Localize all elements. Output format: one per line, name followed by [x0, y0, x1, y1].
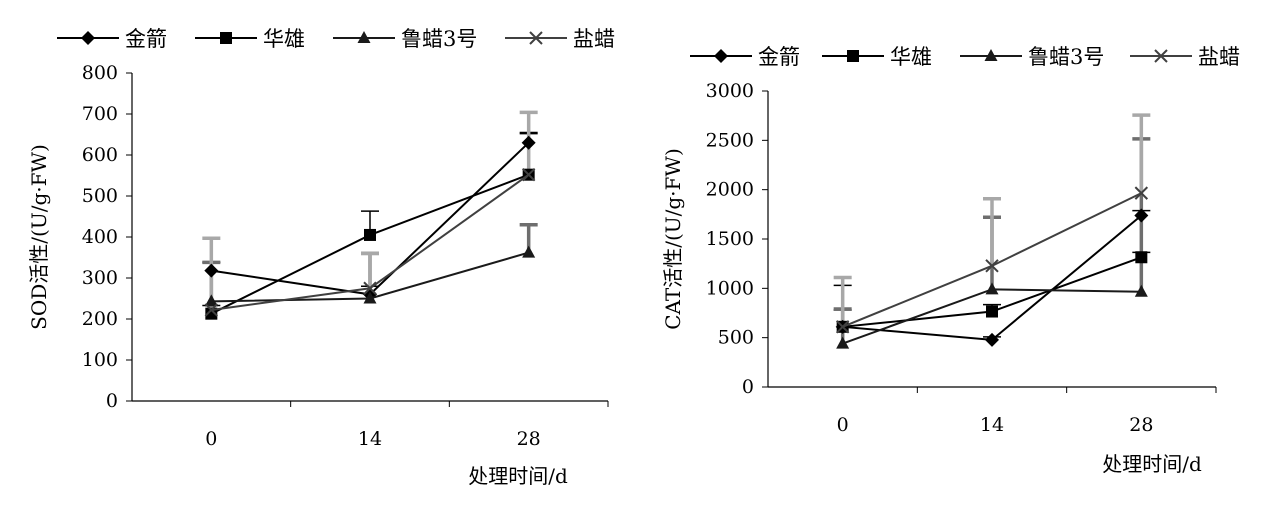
sod-legend-label-jinjian: 金箭 [125, 27, 167, 51]
cat-x-tick-label: 28 [1129, 414, 1153, 436]
sod-x-tick-label: 28 [517, 428, 541, 450]
cat-legend-label-lula3: 鲁蜡3号 [1028, 45, 1104, 69]
sod-series-lula3 [204, 245, 536, 307]
cat-point-lula3 [985, 282, 999, 295]
cat-chart: 金箭 华雄 鲁蜡3号 盐蜡 0 500 1000 1500 2000 2500 3000 0 14 28 处… [661, 45, 1240, 476]
cat-legend-label-jinjian: 金箭 [758, 45, 800, 69]
cat-y-tick-label: 500 [718, 327, 754, 349]
sod-legend-marker-huaxiong [220, 32, 232, 44]
sod-chart: 金箭 华雄 鲁蜡3号 盐蜡 0 100 200 300 400 500 600 700 800 0 14 28… [27, 27, 615, 488]
sod-legend: 金箭 华雄 鲁蜡3号 盐蜡 [57, 27, 615, 51]
sod-point-huaxiong [364, 228, 376, 241]
sod-y-axis-title: SOD活性/(U/g·FW) [27, 144, 51, 330]
cat-point-yanla [1134, 186, 1149, 200]
sod-point-jinjian [521, 135, 536, 150]
sod-point-yanla [204, 303, 219, 317]
cat-point-yanla [985, 259, 999, 273]
cat-point-huaxiong [1135, 251, 1148, 264]
sod-y-tick-label: 600 [82, 144, 118, 166]
sod-legend-item-jinjian: 金箭 [57, 27, 167, 51]
sod-legend-label-lula3: 鲁蜡3号 [401, 27, 477, 51]
cat-x-axis-title: 处理时间/d [1102, 452, 1202, 476]
sod-point-lula3 [522, 245, 536, 258]
sod-legend-marker-jinjian [81, 31, 95, 45]
sod-y-tick-label: 700 [82, 103, 118, 125]
cat-legend-item-yanla: 盐蜡 [1130, 45, 1240, 69]
cat-point-jinjian [985, 332, 999, 347]
sod-y-tick-label: 100 [82, 349, 118, 371]
cat-point-lula3 [836, 336, 850, 349]
sod-point-lula3 [363, 291, 377, 304]
cat-legend-label-huaxiong: 华雄 [890, 45, 932, 69]
sod-legend-item-huaxiong: 华雄 [195, 27, 305, 51]
sod-series-yanla [204, 167, 536, 317]
sod-x-tick-label: 0 [205, 428, 217, 450]
cat-legend-item-huaxiong: 华雄 [822, 45, 932, 69]
sod-point-yanla [363, 281, 377, 295]
cat-point-lula3 [1134, 284, 1148, 297]
cat-y-tick-label: 2500 [706, 129, 754, 151]
sod-point-yanla [521, 167, 536, 182]
cat-y-axis-title: CAT活性/(U/g·FW) [661, 148, 685, 330]
sod-legend-label-yanla: 盐蜡 [573, 27, 615, 51]
sod-y-tick-label: 800 [82, 62, 118, 84]
sod-point-huaxiong [205, 307, 218, 320]
cat-x-tick-label: 14 [980, 414, 1004, 436]
cat-errorbars-yanla [833, 113, 1151, 327]
sod-y-tick-label: 500 [82, 185, 118, 207]
cat-y-tick-label: 1000 [706, 277, 754, 299]
sod-x-tick-label: 14 [358, 428, 382, 450]
cat-x-tick-label: 0 [837, 414, 849, 436]
sod-x-axis-title: 处理时间/d [468, 464, 568, 488]
sod-legend-item-lula3: 鲁蜡3号 [333, 27, 477, 51]
sod-legend-item-yanla: 盐蜡 [505, 27, 615, 51]
sod-point-lula3 [204, 294, 218, 307]
cat-y-tick-label: 2000 [706, 179, 754, 201]
cat-y-tick-label: 3000 [706, 80, 754, 102]
cat-legend-marker-huaxiong [847, 50, 859, 62]
cat-y-tick-label: 0 [742, 376, 754, 398]
sod-chart-panel: 金箭 华雄 鲁蜡3号 盐蜡 0 100 200 300 400 500 600 700 800 0 14 28… [0, 0, 630, 506]
cat-point-yanla [835, 320, 850, 334]
sod-point-jinjian [204, 263, 219, 278]
sod-y-tick-label: 0 [106, 390, 118, 412]
sod-legend-label-huaxiong: 华雄 [263, 27, 305, 51]
cat-chart-panel: 金箭 华雄 鲁蜡3号 盐蜡 0 500 1000 1500 2000 2500 3000 0 14 28 处… [630, 0, 1276, 506]
cat-series-lula3 [836, 282, 1148, 349]
cat-legend-marker-lula3 [984, 49, 998, 61]
cat-legend-marker-jinjian [714, 49, 728, 63]
sod-y-tick-label: 300 [82, 267, 118, 289]
sod-legend-marker-yanla [529, 31, 543, 45]
sod-y-tick-label: 200 [82, 308, 118, 330]
cat-point-huaxiong [986, 305, 998, 318]
sod-y-tick-label: 400 [82, 226, 118, 248]
cat-legend-item-lula3: 鲁蜡3号 [960, 45, 1104, 69]
sod-legend-marker-lula3 [357, 31, 371, 43]
cat-y-tick-label: 1500 [706, 228, 754, 250]
cat-legend: 金箭 华雄 鲁蜡3号 盐蜡 [690, 45, 1240, 69]
cat-point-jinjian [1134, 208, 1149, 223]
cat-legend-marker-yanla [1154, 49, 1168, 63]
cat-legend-item-jinjian: 金箭 [690, 45, 800, 69]
cat-legend-label-yanla: 盐蜡 [1198, 45, 1240, 69]
cat-series-yanla [835, 186, 1149, 334]
